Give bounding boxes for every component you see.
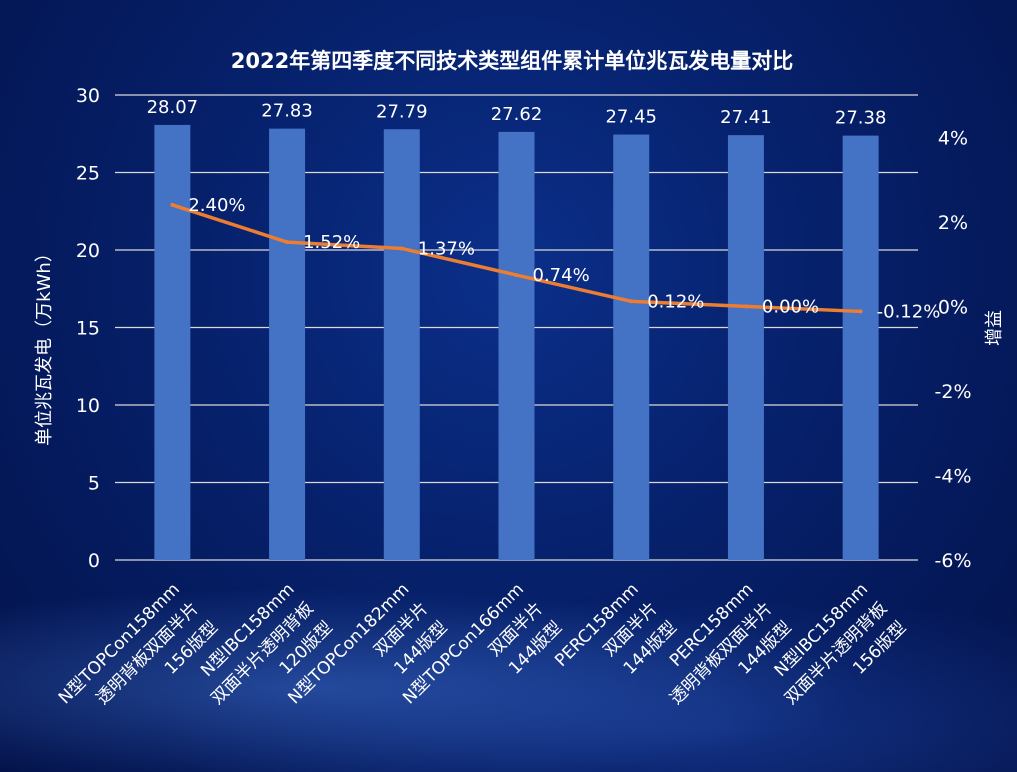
bar-value-label: 27.41 bbox=[720, 107, 772, 128]
y-tick-label: 5 bbox=[88, 473, 100, 495]
line-value-label: 0.12% bbox=[647, 291, 704, 312]
y2-tick-label: 0% bbox=[938, 296, 968, 318]
line-point bbox=[399, 246, 404, 251]
bar bbox=[154, 124, 191, 560]
bar-value-label: 27.45 bbox=[605, 107, 657, 128]
bar-value-label: 27.83 bbox=[261, 101, 313, 122]
y-tick-label: 25 bbox=[76, 163, 100, 185]
bar-value-label: 28.07 bbox=[147, 97, 199, 118]
y-tick-label: 0 bbox=[88, 550, 100, 572]
bar bbox=[842, 135, 879, 561]
chart-title: 2022年第四季度不同技术类型组件累计单位兆瓦发电量对比 bbox=[231, 49, 793, 73]
y-tick-label: 30 bbox=[76, 85, 100, 107]
y2-tick-label: -4% bbox=[935, 465, 972, 487]
line-value-label: 1.37% bbox=[418, 238, 475, 259]
line-point bbox=[514, 273, 519, 278]
y-tick-label: 20 bbox=[76, 240, 100, 262]
line-value-label: 0.00% bbox=[762, 296, 819, 317]
y-axis-label: 单位兆瓦发电（万kWh） bbox=[34, 244, 55, 446]
y2-tick-label: -6% bbox=[935, 550, 972, 572]
bar-value-label: 27.79 bbox=[376, 101, 428, 122]
line-value-label: 1.52% bbox=[303, 232, 360, 253]
y-tick-label: 10 bbox=[76, 395, 100, 417]
bar bbox=[613, 134, 650, 560]
line-value-label: 2.40% bbox=[188, 195, 245, 216]
bar bbox=[269, 128, 306, 560]
line-point bbox=[743, 304, 748, 309]
bar bbox=[727, 135, 764, 560]
y2-tick-label: -2% bbox=[935, 381, 972, 403]
line-value-label: -0.12% bbox=[877, 301, 941, 322]
line-point bbox=[858, 309, 863, 314]
line-point bbox=[629, 299, 634, 304]
line-point bbox=[285, 240, 290, 245]
y2-tick-label: 2% bbox=[938, 212, 968, 234]
bar-value-label: 27.38 bbox=[835, 108, 887, 129]
bar-value-label: 27.62 bbox=[491, 104, 543, 125]
line-point bbox=[170, 202, 175, 207]
y-tick-label: 15 bbox=[76, 318, 100, 340]
y2-tick-label: 4% bbox=[938, 127, 968, 149]
line-value-label: 0.74% bbox=[533, 265, 590, 286]
bar bbox=[498, 131, 535, 560]
y2-axis-label: 增益 bbox=[984, 310, 1005, 346]
bar bbox=[383, 129, 420, 560]
